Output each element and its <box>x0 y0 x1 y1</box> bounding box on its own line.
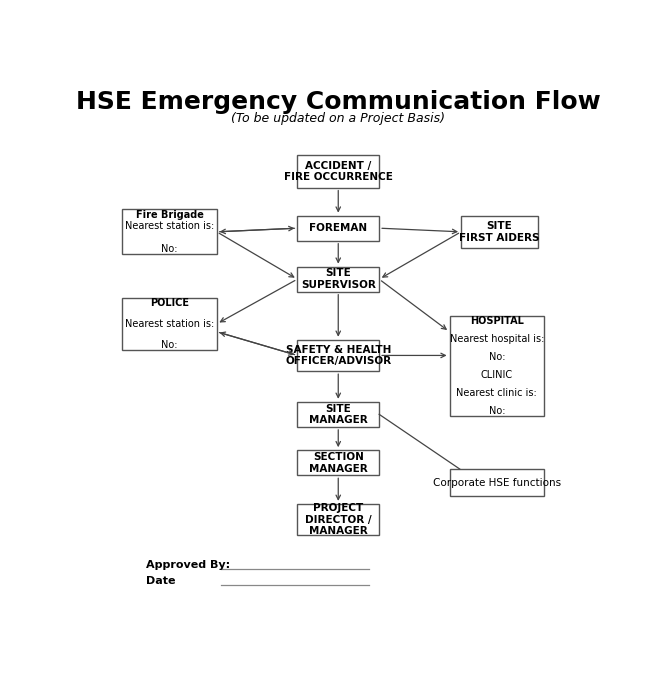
FancyBboxPatch shape <box>461 216 538 248</box>
Text: HOSPITAL: HOSPITAL <box>470 316 524 326</box>
FancyBboxPatch shape <box>297 504 379 535</box>
Text: POLICE: POLICE <box>150 298 189 308</box>
Text: No:: No: <box>161 244 178 253</box>
Text: CLINIC: CLINIC <box>480 370 513 380</box>
FancyBboxPatch shape <box>449 469 544 497</box>
Text: PROJECT
DIRECTOR /
MANAGER: PROJECT DIRECTOR / MANAGER <box>305 503 372 536</box>
Text: No:: No: <box>488 352 505 362</box>
Text: Nearest station is:: Nearest station is: <box>125 221 214 232</box>
FancyBboxPatch shape <box>122 210 216 254</box>
Text: (To be updated on a Project Basis): (To be updated on a Project Basis) <box>231 112 446 125</box>
Text: SAFETY & HEALTH
OFFICER/ADVISOR: SAFETY & HEALTH OFFICER/ADVISOR <box>285 345 391 366</box>
FancyBboxPatch shape <box>297 266 379 292</box>
Text: HSE Emergency Communication Flow: HSE Emergency Communication Flow <box>76 90 601 114</box>
FancyBboxPatch shape <box>297 216 379 241</box>
Text: No:: No: <box>488 406 505 417</box>
Text: SECTION
MANAGER: SECTION MANAGER <box>309 452 368 473</box>
FancyBboxPatch shape <box>449 316 544 416</box>
Text: SITE
FIRST AIDERS: SITE FIRST AIDERS <box>459 221 540 242</box>
FancyBboxPatch shape <box>297 402 379 427</box>
FancyBboxPatch shape <box>297 155 379 188</box>
Text: Nearest hospital is:: Nearest hospital is: <box>449 334 544 344</box>
FancyBboxPatch shape <box>297 450 379 475</box>
Text: Nearest station is:: Nearest station is: <box>125 319 214 329</box>
Text: SITE
SUPERVISOR: SITE SUPERVISOR <box>301 268 376 290</box>
Text: Date: Date <box>147 576 176 585</box>
Text: No:: No: <box>161 340 178 350</box>
FancyBboxPatch shape <box>122 298 216 350</box>
Text: ACCIDENT /
FIRE OCCURRENCE: ACCIDENT / FIRE OCCURRENCE <box>284 161 393 182</box>
FancyBboxPatch shape <box>297 339 379 372</box>
Text: Corporate HSE functions: Corporate HSE functions <box>433 477 561 488</box>
Text: FOREMAN: FOREMAN <box>309 223 368 233</box>
Text: Nearest clinic is:: Nearest clinic is: <box>457 388 537 398</box>
Text: Fire Brigade: Fire Brigade <box>135 210 203 220</box>
Text: Approved By:: Approved By: <box>147 560 230 570</box>
Text: SITE
MANAGER: SITE MANAGER <box>309 404 368 425</box>
